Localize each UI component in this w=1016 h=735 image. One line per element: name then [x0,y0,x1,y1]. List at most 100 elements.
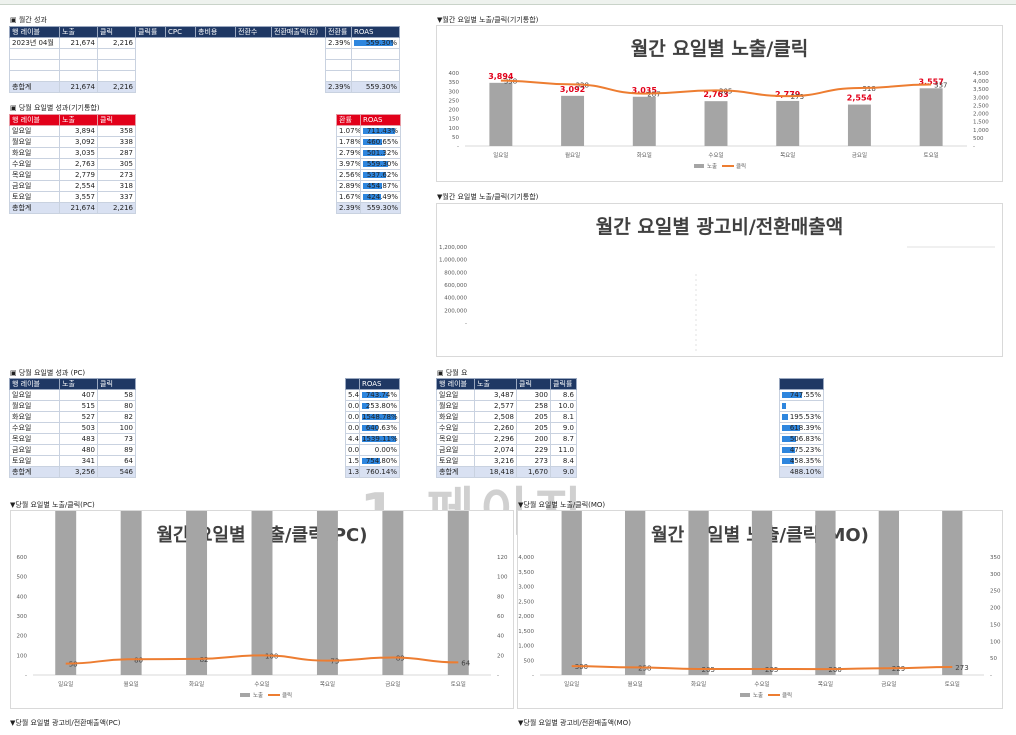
cell-imp[interactable]: 3,216 [474,455,517,467]
cell-click[interactable]: 273 [516,455,551,467]
column-header[interactable]: 클릭 [97,114,136,126]
cell-day[interactable]: 수요일 [9,158,60,170]
cell-rate[interactable]: 2.79% [336,147,361,159]
cell-roas[interactable]: 711.43% [360,125,401,137]
cell-click[interactable]: 82 [97,411,136,423]
cell-imp[interactable]: 2,296 [474,433,517,445]
cell-roas[interactable]: 754.80% [359,455,400,467]
cell-day[interactable]: 화요일 [9,147,60,159]
cell-day[interactable]: 총합계 [9,466,60,478]
cell-imp[interactable]: 3,894 [59,125,98,137]
cell-roas[interactable]: 760.14% [359,466,400,478]
cell-imp[interactable]: 515 [59,400,98,412]
cell-imp[interactable]: 341 [59,455,98,467]
column-header[interactable]: 클릭 [516,378,551,390]
column-header[interactable]: CPC [165,26,196,38]
cell-day[interactable]: 금요일 [9,180,60,192]
cell-day[interactable]: 월요일 [436,400,475,412]
cell-roas[interactable]: 559.30% [351,81,400,93]
cell-imp[interactable]: 21,674 [59,81,98,93]
column-header[interactable]: 환률 [336,114,361,126]
cell-roas[interactable] [779,400,824,412]
cell-imp[interactable]: 2,779 [59,169,98,181]
cell-roas[interactable]: 559.30% [360,158,401,170]
cell-click[interactable]: 300 [516,389,551,401]
cell-label[interactable]: 2023년 04월 [9,37,60,49]
cell-imp[interactable]: 2,074 [474,444,517,456]
cell-imp[interactable]: 2,554 [59,180,98,192]
cell-rate[interactable]: 0.00% [345,422,360,434]
cell-rate[interactable]: 3.97% [336,158,361,170]
cell-imp[interactable]: 527 [59,411,98,423]
cell-click[interactable]: 287 [97,147,136,159]
chart-mo-click[interactable]: 월간 요일별 노출/클릭(MO) 4,000 3,500 3,000 2,500 2,0… [517,510,1003,709]
cell-click[interactable]: 1,670 [516,466,551,478]
cell-day[interactable]: 토요일 [436,455,475,467]
cell-roas[interactable]: 747.55% [779,389,824,401]
cell-click[interactable]: 305 [97,158,136,170]
chart-all-click[interactable]: 월간 요일별 노출/클릭 400 350 300 250 200 150 100 50 - 4,5… [436,25,1003,182]
cell-rate[interactable]: 1.78% [336,136,361,148]
cell-roas[interactable]: 559.30% [351,37,400,49]
cell-roas[interactable]: 1539.11% [359,433,400,445]
cell-roas[interactable]: 488.10% [779,466,824,478]
cell-day[interactable]: 금요일 [436,444,475,456]
cell-click[interactable]: 546 [97,466,136,478]
cell-click[interactable]: 2,216 [97,202,136,214]
cell-rate[interactable]: 1.07% [336,125,361,137]
cell-click[interactable]: 337 [97,191,136,203]
column-header[interactable]: 행 레이블 [436,378,475,390]
cell-day[interactable]: 월요일 [9,400,60,412]
cell-ctr[interactable]: 8.6 [550,389,577,401]
cell-imp[interactable]: 18,418 [474,466,517,478]
cell-rate[interactable]: 4.48% [345,433,360,445]
cell-roas[interactable]: 559.30% [360,202,401,214]
column-header[interactable]: 클릭률 [135,26,166,38]
cell-day[interactable]: 목요일 [9,169,60,181]
cell-click[interactable]: 205 [516,422,551,434]
chart-pc-click[interactable]: 월간 요일별 노출/클릭(PC) 600 500 400 300 200 100-120 1… [10,510,514,709]
column-header[interactable]: 노출 [59,26,98,38]
cell-day[interactable]: 금요일 [9,444,60,456]
column-header[interactable]: 전환매출액(원) [271,26,326,38]
cell-click[interactable]: 338 [97,136,136,148]
cell-click[interactable]: 273 [97,169,136,181]
cell-roas[interactable]: 0.00% [359,444,400,456]
cell-click[interactable]: 80 [97,400,136,412]
cell-click[interactable]: 200 [516,433,551,445]
cell-rate[interactable]: 1.59% [345,455,360,467]
cell-day[interactable]: 월요일 [9,136,60,148]
column-header[interactable] [345,378,360,390]
cell-roas[interactable]: 1548.78% [359,411,400,423]
cell-day[interactable]: 총합계 [9,202,60,214]
cell-imp[interactable]: 407 [59,389,98,401]
cell-conv-rate[interactable]: 2.39% [325,37,352,49]
cell-ctr[interactable]: 10.0 [550,400,577,412]
cell-day[interactable]: 일요일 [436,389,475,401]
cell-roas[interactable]: 253.80% [359,400,400,412]
column-header[interactable]: 전환수 [235,26,272,38]
cell-click[interactable]: 89 [97,444,136,456]
cell-click[interactable]: 58 [97,389,136,401]
cell-imp[interactable]: 21,674 [59,37,98,49]
cell-rate[interactable]: 0.00% [345,400,360,412]
cell-rate[interactable]: 2.89% [336,180,361,192]
cell-ctr[interactable]: 9.0 [550,422,577,434]
cell-click[interactable]: 205 [516,411,551,423]
cell-conv-rate[interactable]: 2.39% [325,81,352,93]
cell-click[interactable]: 64 [97,455,136,467]
column-header[interactable]: 노출 [59,378,98,390]
cell-imp[interactable]: 3,487 [474,389,517,401]
column-header[interactable]: 행 레이블 [9,114,60,126]
cell-rate[interactable]: 5.45% [345,389,360,401]
column-header[interactable]: ROAS [351,26,400,38]
cell-roas[interactable]: 424.49% [360,191,401,203]
column-header[interactable]: 노출 [59,114,98,126]
cell-imp[interactable]: 483 [59,433,98,445]
column-header[interactable]: 클릭 [97,26,136,38]
cell-day[interactable]: 화요일 [436,411,475,423]
column-header[interactable]: 클릭률 [550,378,577,390]
column-header[interactable]: ROAS [360,114,401,126]
cell-imp[interactable]: 480 [59,444,98,456]
cell-roas[interactable]: 506.83% [779,433,824,445]
